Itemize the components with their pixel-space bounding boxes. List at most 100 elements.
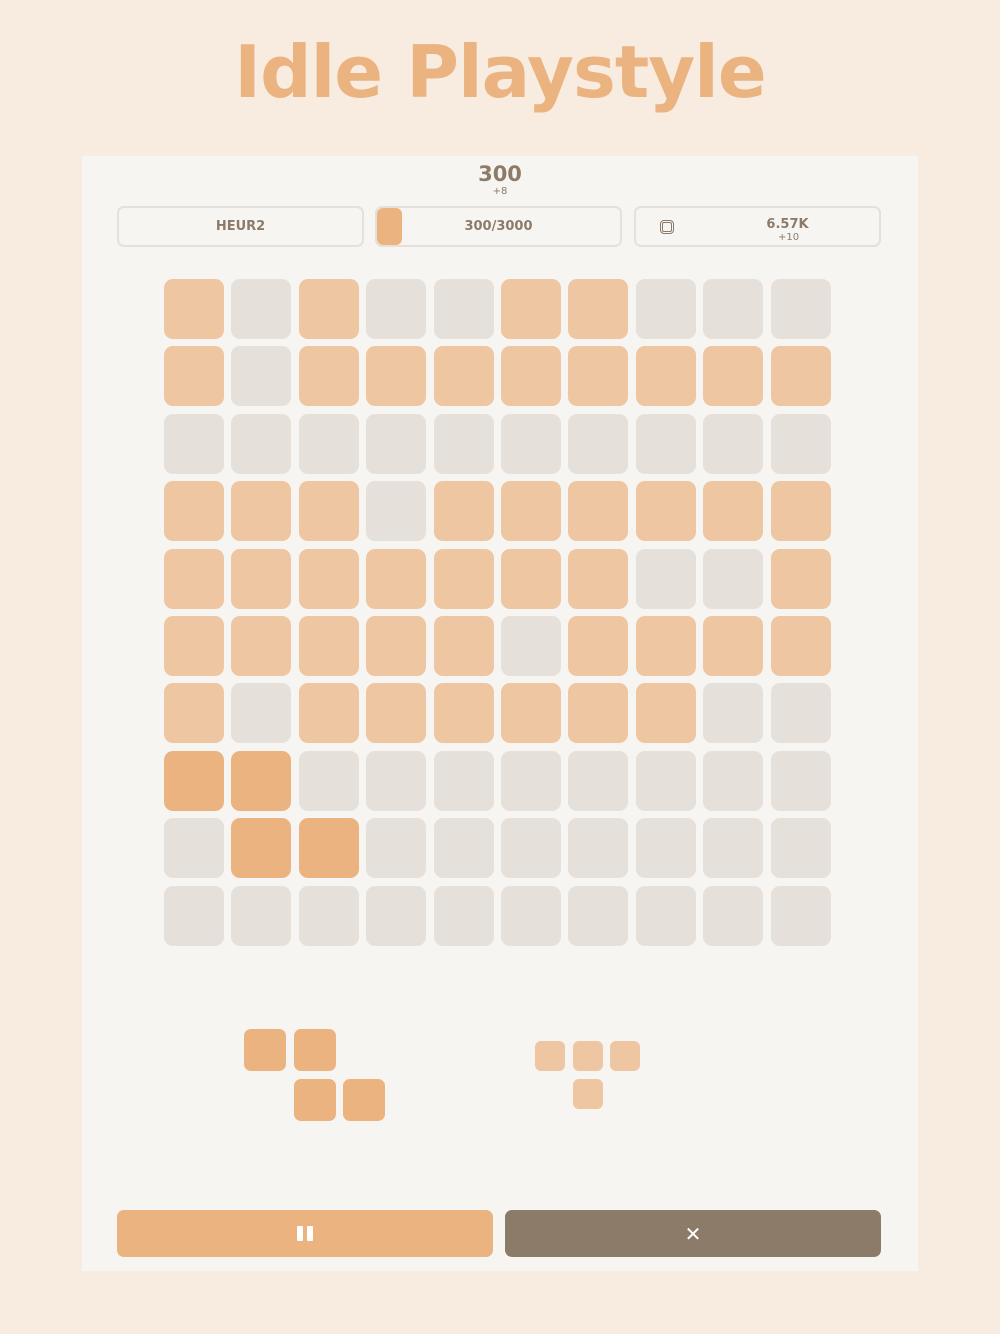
board-cell[interactable] bbox=[635, 413, 696, 474]
board-cell[interactable] bbox=[366, 481, 427, 542]
board-cell[interactable] bbox=[568, 683, 629, 744]
board-cell[interactable] bbox=[298, 818, 359, 879]
board-cell[interactable] bbox=[231, 885, 292, 946]
board-cell[interactable] bbox=[770, 750, 831, 811]
board-cell[interactable] bbox=[231, 413, 292, 474]
board-cell[interactable] bbox=[298, 346, 359, 407]
board-cell[interactable] bbox=[433, 818, 494, 879]
board-cell[interactable] bbox=[703, 413, 764, 474]
board-cell[interactable] bbox=[635, 818, 696, 879]
piece-block[interactable] bbox=[572, 1078, 603, 1109]
board-cell[interactable] bbox=[298, 885, 359, 946]
board-cell[interactable] bbox=[568, 750, 629, 811]
board-cell[interactable] bbox=[164, 481, 224, 542]
board-cell[interactable] bbox=[298, 413, 359, 474]
board-cell[interactable] bbox=[568, 279, 629, 339]
board-cell[interactable] bbox=[501, 481, 561, 542]
board-cell[interactable] bbox=[366, 750, 427, 811]
board-cell[interactable] bbox=[635, 683, 696, 744]
board-cell[interactable] bbox=[635, 750, 696, 811]
board-cell[interactable] bbox=[703, 750, 764, 811]
board-cell[interactable] bbox=[164, 548, 224, 609]
board-cell[interactable] bbox=[164, 413, 224, 474]
pause-button[interactable] bbox=[117, 1210, 493, 1257]
piece-block[interactable] bbox=[535, 1041, 565, 1071]
board-cell[interactable] bbox=[568, 548, 629, 609]
board-cell[interactable] bbox=[635, 481, 696, 542]
board-cell[interactable] bbox=[568, 413, 629, 474]
board-cell[interactable] bbox=[501, 548, 561, 609]
board-cell[interactable] bbox=[568, 616, 629, 676]
board-cell[interactable] bbox=[568, 346, 629, 407]
board-cell[interactable] bbox=[231, 750, 292, 811]
board-cell[interactable] bbox=[366, 548, 427, 609]
piece-block[interactable] bbox=[293, 1029, 336, 1071]
board-cell[interactable] bbox=[366, 683, 427, 744]
board-cell[interactable] bbox=[164, 683, 224, 744]
board-cell[interactable] bbox=[433, 885, 494, 946]
board-cell[interactable] bbox=[568, 481, 629, 542]
board-cell[interactable] bbox=[298, 279, 359, 339]
board-cell[interactable] bbox=[635, 346, 696, 407]
board-cell[interactable] bbox=[501, 616, 561, 676]
board-cell[interactable] bbox=[770, 683, 831, 744]
piece-block[interactable] bbox=[244, 1029, 286, 1071]
board-cell[interactable] bbox=[298, 481, 359, 542]
board-cell[interactable] bbox=[568, 818, 629, 879]
board-cell[interactable] bbox=[231, 818, 292, 879]
board-cell[interactable] bbox=[501, 750, 561, 811]
board-cell[interactable] bbox=[703, 346, 764, 407]
board-cell[interactable] bbox=[770, 279, 831, 339]
board-cell[interactable] bbox=[366, 346, 427, 407]
board-cell[interactable] bbox=[164, 279, 224, 339]
board-cell[interactable] bbox=[501, 346, 561, 407]
board-cell[interactable] bbox=[366, 279, 427, 339]
board-cell[interactable] bbox=[770, 548, 831, 609]
board-cell[interactable] bbox=[635, 885, 696, 946]
board-cell[interactable] bbox=[433, 279, 494, 339]
piece-block[interactable] bbox=[572, 1041, 603, 1071]
board-cell[interactable] bbox=[770, 481, 831, 542]
board-cell[interactable] bbox=[770, 413, 831, 474]
board-cell[interactable] bbox=[164, 885, 224, 946]
board-cell[interactable] bbox=[164, 818, 224, 879]
board-cell[interactable] bbox=[433, 683, 494, 744]
board-cell[interactable] bbox=[298, 750, 359, 811]
board-cell[interactable] bbox=[703, 616, 764, 676]
board-cell[interactable] bbox=[501, 683, 561, 744]
board-cell[interactable] bbox=[770, 616, 831, 676]
board-cell[interactable] bbox=[501, 885, 561, 946]
board-cell[interactable] bbox=[366, 818, 427, 879]
board-cell[interactable] bbox=[366, 616, 427, 676]
board-cell[interactable] bbox=[433, 346, 494, 407]
board-cell[interactable] bbox=[298, 548, 359, 609]
board-cell[interactable] bbox=[433, 548, 494, 609]
board-cell[interactable] bbox=[703, 279, 764, 339]
board-cell[interactable] bbox=[501, 413, 561, 474]
board-cell[interactable] bbox=[433, 616, 494, 676]
board-cell[interactable] bbox=[231, 346, 292, 407]
board-cell[interactable] bbox=[703, 548, 764, 609]
board-cell[interactable] bbox=[164, 750, 224, 811]
piece-block[interactable] bbox=[343, 1078, 385, 1121]
board-cell[interactable] bbox=[703, 481, 764, 542]
board-cell[interactable] bbox=[770, 885, 831, 946]
board-cell[interactable] bbox=[635, 279, 696, 339]
board-cell[interactable] bbox=[231, 548, 292, 609]
board-cell[interactable] bbox=[164, 346, 224, 407]
board-cell[interactable] bbox=[770, 818, 831, 879]
board-cell[interactable] bbox=[703, 885, 764, 946]
board-cell[interactable] bbox=[770, 346, 831, 407]
board-cell[interactable] bbox=[501, 279, 561, 339]
board-cell[interactable] bbox=[231, 683, 292, 744]
board-cell[interactable] bbox=[501, 818, 561, 879]
board-cell[interactable] bbox=[298, 616, 359, 676]
board-cell[interactable] bbox=[433, 413, 494, 474]
board-cell[interactable] bbox=[568, 885, 629, 946]
board-cell[interactable] bbox=[635, 616, 696, 676]
piece-block[interactable] bbox=[610, 1041, 640, 1071]
board-cell[interactable] bbox=[433, 481, 494, 542]
board-cell[interactable] bbox=[231, 279, 292, 339]
piece-block[interactable] bbox=[293, 1078, 336, 1121]
board-cell[interactable] bbox=[703, 683, 764, 744]
